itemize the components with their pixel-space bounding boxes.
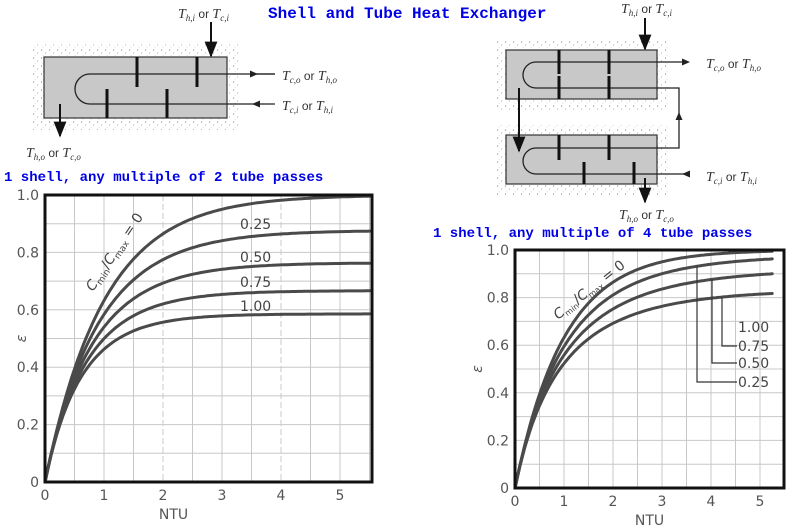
y-tick-label: 0.6 xyxy=(17,303,39,319)
curve-0-25 xyxy=(513,257,774,490)
x-tick-label: 0 xyxy=(511,494,520,510)
x-tick-label: 5 xyxy=(756,494,765,510)
axis-ticks: 0 1 2 3 4 5 0 0.2 0.4 0.6 0.8 1.0 xyxy=(17,188,345,504)
left-tube-outlet-label: Tc,o or Th,o xyxy=(282,69,337,85)
curve-0-50 xyxy=(43,261,371,484)
x-tick-label: 0 xyxy=(41,488,50,504)
right-tube-outlet-label: Tc,o or Th,o xyxy=(706,57,761,73)
leader-legend: 1.00 0.750.50 0.25 xyxy=(697,266,769,391)
y-tick-label: 0.2 xyxy=(17,418,39,434)
x-tick-label: 2 xyxy=(159,488,168,504)
shell-lower xyxy=(505,134,658,185)
x-tick-label: 2 xyxy=(609,494,618,510)
x-axis-label: NTU xyxy=(159,507,188,523)
x-tick-label: 4 xyxy=(707,494,716,510)
y-axis-label: ε xyxy=(470,365,486,373)
shell-upper xyxy=(505,49,658,100)
plot-frame xyxy=(513,248,786,490)
y-tick-label: 0.4 xyxy=(487,386,509,402)
right-chart-subtitle: 1 shell, any multiple of 4 tube passes xyxy=(433,226,753,242)
x-tick-label: 3 xyxy=(658,494,667,510)
x-tick-label: 3 xyxy=(218,488,227,504)
page-title: Shell and Tube Heat Exchanger xyxy=(268,5,547,23)
grid xyxy=(515,250,784,488)
curve-0-75 xyxy=(43,289,371,484)
y-tick-label: 1.0 xyxy=(17,188,39,204)
x-tick-label: 1 xyxy=(560,494,569,510)
y-tick-label: 0.8 xyxy=(487,291,509,307)
y-tick-label: 0 xyxy=(500,481,509,497)
right-shell-inlet-label: Th,i or Tc,i xyxy=(621,2,672,18)
series-label: 0.50 xyxy=(240,250,271,266)
left-exchanger-diagram: Th,i or Tc,i Tc,o or Th,o Tc,i or Th,i T… xyxy=(26,7,337,162)
left-chart-subtitle: 1 shell, any multiple of 2 tube passes xyxy=(4,170,324,186)
right-tube-inlet-label: Tc,i or Th,i xyxy=(706,170,757,186)
axis-ticks: 0 1 2 3 4 5 0 0.2 0.4 0.6 0.8 1.0 xyxy=(487,243,765,510)
curve-1-00 xyxy=(43,312,371,484)
legend-entry: 0.75 xyxy=(738,339,769,355)
legend-entry: 0.25 xyxy=(738,375,769,391)
curves xyxy=(43,194,371,484)
left-shell-inlet-label: Th,i or Tc,i xyxy=(178,7,229,23)
curve-CminCmax0 xyxy=(43,194,371,484)
y-tick-label: 1.0 xyxy=(487,243,509,259)
y-tick-label: 0 xyxy=(30,475,39,491)
series-label: 0.25 xyxy=(240,217,271,233)
curve-0-50 xyxy=(513,272,774,490)
x-axis-label: NTU xyxy=(635,513,664,528)
y-tick-label: 0.6 xyxy=(487,338,509,354)
legend-entry: 1.00 xyxy=(738,320,769,336)
curves xyxy=(513,249,774,490)
y-tick-label: 0.8 xyxy=(17,245,39,261)
x-tick-label: 5 xyxy=(336,488,345,504)
y-axis-label: ε xyxy=(14,334,30,342)
series-label: 0.75 xyxy=(240,275,271,291)
curve-0-75 xyxy=(513,292,774,490)
tube-u-bend xyxy=(74,73,275,105)
x-tick-label: 1 xyxy=(100,488,109,504)
curve-0-25 xyxy=(43,229,371,484)
y-tick-label: 0.4 xyxy=(17,360,39,376)
curve-CminCmax0 xyxy=(513,249,774,490)
left-shell-outlet-label: Th,o or Tc,o xyxy=(26,146,81,162)
right-exchanger-diagram: Th,i or Tc,i Tc,o or Th,o Tc,i or Th,i T… xyxy=(496,2,761,224)
x-tick-label: 4 xyxy=(277,488,286,504)
grid xyxy=(45,195,372,482)
series-label: 1.00 xyxy=(240,299,271,315)
left-tube-inlet-label: Tc,i or Th,i xyxy=(282,99,333,115)
right-shell-outlet-label: Th,o or Tc,o xyxy=(619,208,674,224)
legend-entry: 0.50 xyxy=(738,356,769,372)
plot-frame xyxy=(43,193,374,484)
y-tick-label: 0.2 xyxy=(487,433,509,449)
